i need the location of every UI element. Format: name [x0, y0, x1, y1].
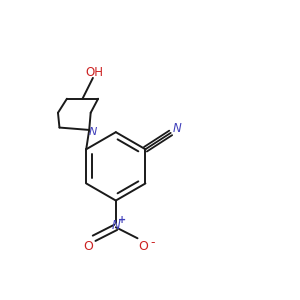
- Text: N: N: [173, 122, 182, 135]
- Text: N: N: [112, 219, 121, 232]
- Text: -: -: [150, 236, 154, 249]
- Text: N: N: [89, 127, 97, 137]
- Text: O: O: [83, 240, 93, 253]
- Text: OH: OH: [85, 66, 103, 79]
- Text: O: O: [138, 240, 148, 253]
- Text: +: +: [118, 215, 126, 225]
